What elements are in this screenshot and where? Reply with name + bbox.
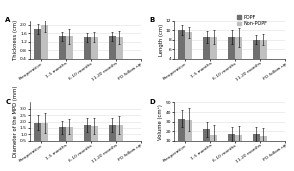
Bar	[228, 134, 235, 150]
Y-axis label: Volume (cm³): Volume (cm³)	[158, 104, 163, 140]
Bar	[235, 135, 242, 150]
Bar	[228, 37, 235, 78]
Bar	[66, 36, 73, 67]
Text: C: C	[5, 100, 11, 106]
Bar	[260, 40, 267, 78]
Bar	[84, 125, 91, 147]
Bar	[84, 37, 91, 67]
Bar	[41, 25, 48, 67]
Bar	[210, 37, 217, 78]
Bar	[260, 136, 267, 150]
Bar	[116, 37, 123, 67]
Bar	[178, 119, 185, 150]
Y-axis label: Length (cm): Length (cm)	[158, 23, 163, 56]
Y-axis label: Thickness (cm): Thickness (cm)	[13, 19, 18, 60]
Bar	[59, 36, 66, 67]
Text: D: D	[150, 100, 155, 106]
Text: A: A	[5, 17, 11, 23]
Y-axis label: Diameter of the MPD (mm): Diameter of the MPD (mm)	[13, 86, 18, 157]
Bar	[235, 37, 242, 78]
Bar	[253, 134, 260, 150]
Bar	[34, 123, 41, 147]
Bar	[253, 40, 260, 78]
Bar	[109, 36, 116, 67]
Bar	[116, 125, 123, 147]
Bar	[34, 29, 41, 67]
Bar	[66, 127, 73, 147]
Bar	[185, 32, 192, 78]
Bar	[41, 123, 48, 147]
Text: B: B	[150, 17, 155, 23]
Bar	[203, 129, 210, 150]
Bar	[109, 125, 116, 147]
Bar	[210, 135, 217, 150]
Bar	[178, 30, 185, 78]
Bar	[59, 127, 66, 147]
Legend: POPF, Non-POPF: POPF, Non-POPF	[237, 15, 267, 26]
Bar	[91, 126, 98, 147]
Bar	[203, 37, 210, 78]
Bar	[91, 37, 98, 67]
Bar	[185, 120, 192, 150]
